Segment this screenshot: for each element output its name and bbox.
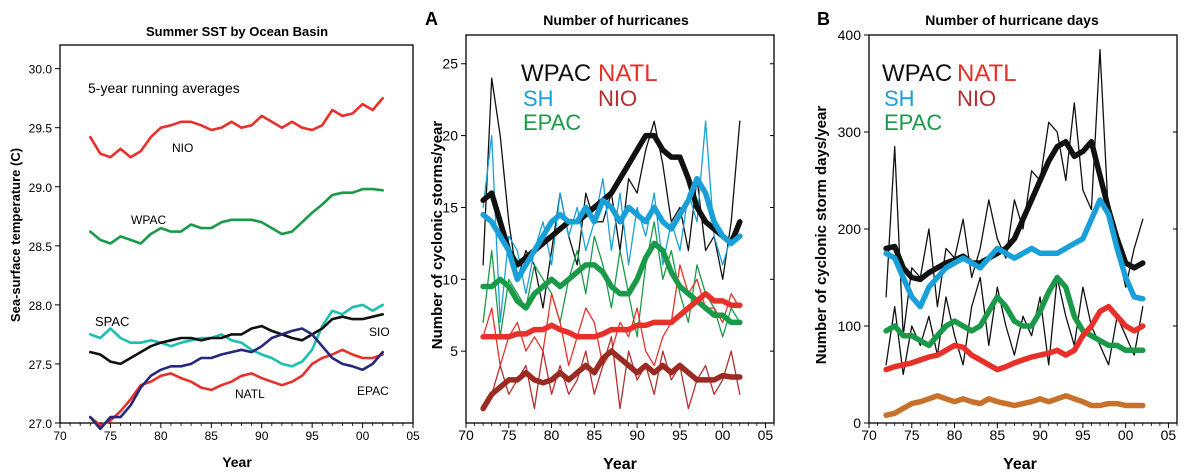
storms-title: Number of hurricanes (543, 12, 689, 28)
storms-x-tick-label: 80 (544, 427, 560, 443)
sst-y-tick-label: 27.0 (29, 417, 53, 431)
sst-y-tick-label: 28.0 (29, 299, 53, 313)
storms-series-epac-smoothed (480, 240, 743, 326)
sst-title: Summer SST by Ocean Basin (146, 24, 328, 39)
sst-note: 5-year running averages (88, 80, 240, 96)
sst-panel: Summer SST by Ocean Basin 5-year running… (8, 24, 390, 470)
storms-series-natl-smoothed (480, 290, 743, 340)
sst-label-epac: EPAC (357, 384, 389, 398)
days-y-tick-label: 0 (853, 415, 861, 431)
days-x-tick-label: 80 (947, 427, 963, 443)
storms-y-tick-label: 10 (442, 271, 458, 287)
sst-y-tick-label: 27.5 (29, 358, 53, 372)
storms-y-tick-label: 25 (442, 56, 458, 72)
storms-series-nio-annual (482, 336, 741, 410)
days-x-tick-label: 05 (1161, 427, 1177, 443)
days-ylabel: Number of cyclonic storm days/year (813, 106, 830, 365)
storms-y-tick-label: 15 (442, 199, 458, 215)
storms-x-tick-label: 70 (458, 427, 474, 443)
days-panel: B Number of hurricane days Number of cyc… (813, 9, 1099, 472)
days-series-sh-smoothed (883, 197, 1146, 310)
days-x-tick-label: 70 (861, 427, 877, 443)
storms-legend-nio: NIO (598, 86, 637, 111)
sst-y-tick-label: 28.5 (29, 240, 53, 254)
sst-x-tick-label: 80 (154, 429, 168, 443)
storms-x-tick-label: 95 (672, 427, 688, 443)
days-y-tick-label: 300 (838, 124, 862, 140)
days-legend-wpac: WPAC (882, 60, 952, 87)
storms-legend-wpac: WPAC (521, 60, 591, 87)
sst-x-tick-label: 90 (255, 429, 269, 443)
days-series-nio-smoothed (883, 393, 1146, 418)
storms-panel-letter: A (425, 9, 438, 29)
sst-label-wpac: WPAC (131, 213, 166, 227)
days-title: Number of hurricane days (925, 12, 1099, 28)
days-plot: 70 75 80 85 90 95 00 05 0 100 200 300 400 (838, 27, 1178, 443)
sst-x-tick-label: 75 (104, 429, 118, 443)
sst-y-tick-label: 30.0 (29, 63, 53, 77)
days-x-tick-label: 85 (990, 427, 1006, 443)
days-legend-natl: NATL (957, 60, 1017, 87)
sst-x-tick-label: 70 (53, 429, 67, 443)
sst-x-tick-label: 85 (205, 429, 219, 443)
storms-legend-epac: EPAC (523, 110, 581, 135)
sst-plot: 70 75 80 85 90 95 00 05 27.0 27.5 28.0 28.5 29.0 29.5… (29, 44, 420, 443)
days-legend-epac: EPAC (884, 110, 942, 135)
sst-y-tick-label: 29.0 (29, 181, 53, 195)
storms-panel: A Number of hurricanes Number of cycloni… (425, 9, 689, 472)
days-x-tick-label: 90 (1032, 427, 1048, 443)
days-xlabel: Year (1003, 456, 1037, 472)
days-y-tick-label: 100 (838, 318, 862, 334)
days-series-epac-annual (885, 276, 1144, 376)
storms-y-tick-label: 5 (450, 343, 458, 359)
storms-series-sh-smoothed (480, 175, 743, 283)
storms-legend-natl: NATL (598, 60, 658, 87)
storms-series-wpac-smoothed (480, 132, 743, 268)
sst-series-epac (89, 327, 385, 431)
storms-y-tick-label: 20 (442, 128, 458, 144)
days-series-wpac-annual (885, 48, 1144, 337)
storms-plot: 70 75 80 85 90 95 00 05 5 10 15 20 25 (442, 34, 775, 443)
sst-y-tick-label: 29.5 (29, 122, 53, 136)
days-panel-letter: B (817, 9, 830, 29)
sst-series-spac (89, 303, 385, 368)
sst-label-spac: SPAC (95, 314, 129, 329)
days-x-tick-label: 95 (1075, 427, 1091, 443)
days-y-tick-label: 400 (838, 27, 862, 43)
storms-x-tick-label: 05 (758, 427, 774, 443)
sst-series-natl (89, 348, 385, 427)
storms-xlabel: Year (603, 456, 637, 472)
days-series-epac-smoothed (883, 274, 1146, 354)
sst-x-tick-label: 95 (305, 429, 319, 443)
storms-legend-sh: SH (523, 86, 554, 111)
sst-label-sio: SIO (369, 325, 390, 339)
storms-series-epac-annual (482, 221, 741, 338)
days-x-tick-label: 75 (904, 427, 920, 443)
days-series-natl-smoothed (883, 303, 1146, 373)
storms-x-tick-label: 00 (715, 427, 731, 443)
days-x-tick-label: 00 (1118, 427, 1134, 443)
sst-series-sio (89, 312, 385, 366)
sst-axes-frame (59, 44, 414, 424)
days-series-wpac-smoothed (883, 138, 1146, 283)
days-legend-nio: NIO (957, 86, 996, 111)
storms-x-tick-label: 90 (629, 427, 645, 443)
sst-x-tick-label: 05 (406, 429, 420, 443)
sst-series-nio (89, 96, 385, 159)
storms-series-nio-smoothed (480, 348, 743, 412)
days-legend-sh: SH (884, 86, 915, 111)
sst-xlabel: Year (222, 454, 252, 470)
storms-series-sh-annual (482, 120, 741, 324)
storms-x-tick-label: 85 (587, 427, 603, 443)
days-y-tick-label: 200 (838, 221, 862, 237)
sst-ylabel: Sea-surface temperature (C) (8, 148, 23, 322)
sst-label-natl: NATL (235, 387, 265, 401)
sst-series-wpac (89, 187, 385, 245)
sst-label-nio: NIO (172, 141, 193, 155)
storms-x-tick-label: 75 (501, 427, 517, 443)
sst-x-tick-label: 00 (356, 429, 370, 443)
storms-ylabel: Number of cyclonic storms/year (429, 121, 446, 350)
